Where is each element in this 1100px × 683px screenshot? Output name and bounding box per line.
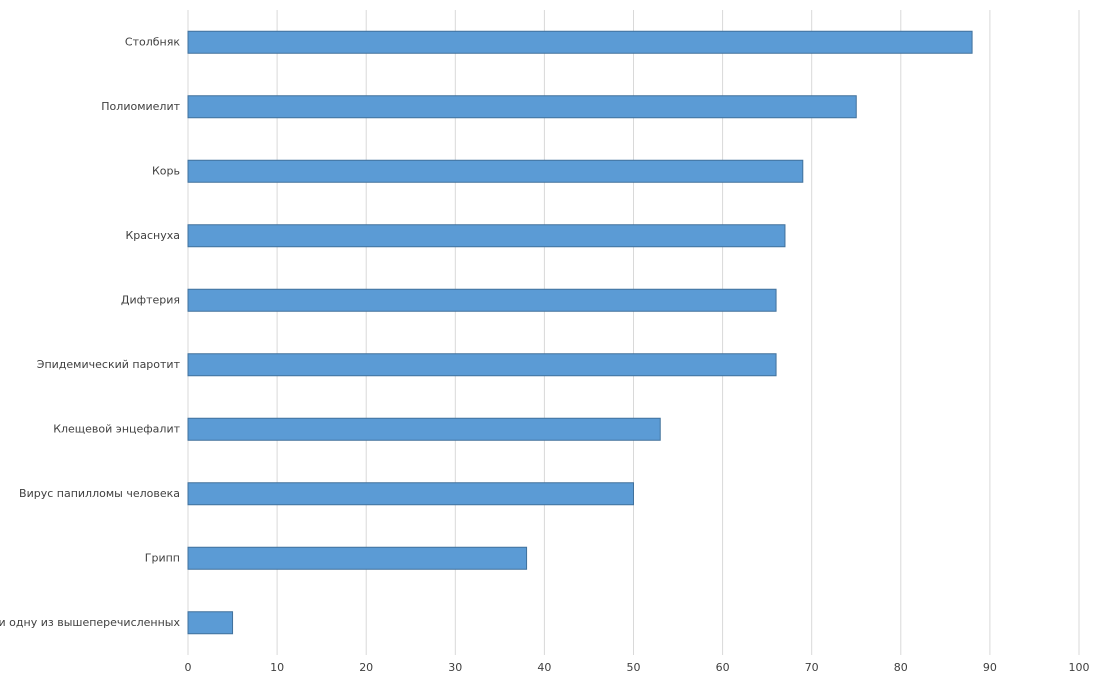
x-tick-label: 90 xyxy=(983,661,997,674)
bar xyxy=(187,224,786,248)
bar xyxy=(187,417,661,441)
x-tick-label: 40 xyxy=(537,661,551,674)
bar xyxy=(187,611,234,635)
y-tick-label: Вирус папилломы человека xyxy=(19,487,180,500)
y-tick-label: Клещевой энцефалит xyxy=(53,422,180,435)
y-tick-label: Дифтерия xyxy=(121,293,180,306)
x-tick-label: 70 xyxy=(805,661,819,674)
y-tick-label: Корь xyxy=(152,164,180,177)
bar xyxy=(187,95,857,119)
x-tick-label: 80 xyxy=(894,661,908,674)
y-tick-label: Эпидемический паротит xyxy=(37,358,181,371)
bar xyxy=(187,482,634,506)
x-tick-label: 20 xyxy=(359,661,373,674)
bar xyxy=(187,546,528,570)
bar xyxy=(187,159,804,183)
bar xyxy=(187,353,777,377)
bar xyxy=(187,288,777,312)
y-tick-label: Краснуха xyxy=(125,229,180,242)
y-tick-label: Столбняк xyxy=(125,35,180,48)
y-tick-label: Грипп xyxy=(145,551,180,564)
y-tick-label: Ни одну из вышеперечисленных xyxy=(0,616,180,629)
x-tick-label: 10 xyxy=(270,661,284,674)
x-tick-label: 30 xyxy=(448,661,462,674)
x-tick-label: 0 xyxy=(185,661,192,674)
x-tick-label: 100 xyxy=(1069,661,1090,674)
x-tick-label: 50 xyxy=(627,661,641,674)
y-tick-label: Полиомиелит xyxy=(101,100,180,113)
x-tick-label: 60 xyxy=(716,661,730,674)
bar xyxy=(187,30,973,54)
